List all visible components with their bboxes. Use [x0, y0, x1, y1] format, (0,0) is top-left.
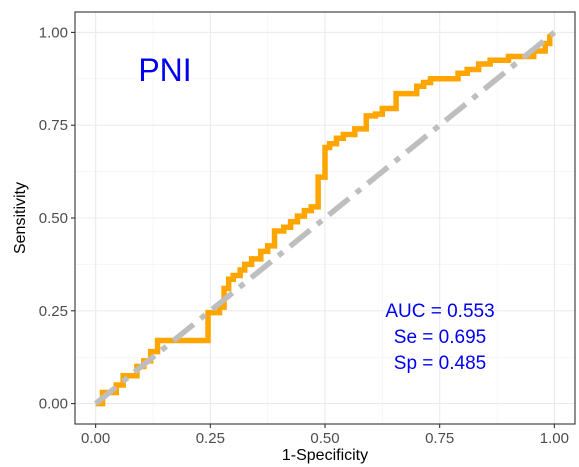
y-axis-title: Sensitivity: [12, 182, 29, 254]
y-tick-label: 0.75: [39, 117, 68, 134]
x-tick-label: 1.00: [540, 430, 569, 447]
y-tick-label: 0.50: [39, 210, 68, 227]
series-layer: [93, 30, 557, 407]
x-tick-label: 0.75: [425, 430, 454, 447]
panel-label: PNI: [138, 52, 191, 88]
y-tick-label: 0.25: [39, 303, 68, 320]
roc-curve-line: [95, 30, 557, 407]
x-axis-ticks: 0.00 0.25 0.50 0.75 1.00: [81, 424, 569, 447]
x-axis-title: 1-Specificity: [282, 447, 368, 464]
grid-major: [75, 12, 575, 424]
x-tick-label: 0.50: [310, 430, 339, 447]
y-tick-label: 0.00: [39, 396, 68, 413]
se-annotation: Se = 0.695: [394, 327, 486, 348]
y-tick-label: 1.00: [39, 24, 68, 41]
x-tick-label: 0.00: [81, 430, 110, 447]
x-tick-label: 0.25: [196, 430, 225, 447]
auc-annotation: AUC = 0.553: [385, 301, 494, 322]
sp-annotation: Sp = 0.485: [394, 353, 486, 374]
y-axis-ticks: 0.00 0.25 0.50 0.75 1.00: [39, 24, 75, 413]
